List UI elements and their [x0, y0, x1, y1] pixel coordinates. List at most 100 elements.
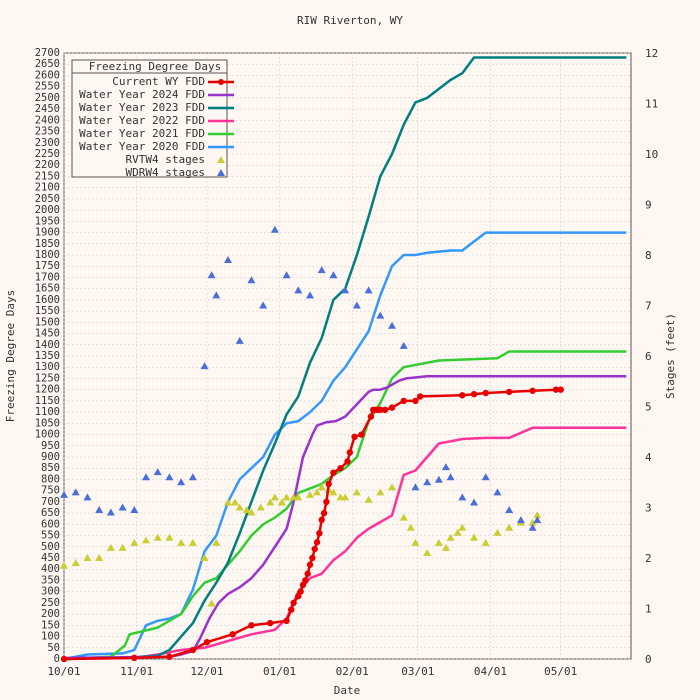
y-tick-label: 1300	[35, 361, 60, 373]
data-point	[95, 554, 104, 561]
chart-title: RIW Riverton, WY	[297, 14, 403, 27]
data-point	[71, 559, 80, 567]
data-point	[118, 503, 127, 511]
data-point	[283, 617, 290, 625]
data-point	[282, 271, 291, 279]
data-point	[406, 523, 415, 531]
data-point	[358, 431, 365, 438]
y-tick-label: 650	[41, 507, 60, 519]
y-tick-label: 2050	[35, 193, 60, 205]
data-point	[505, 523, 514, 531]
data-point	[351, 433, 358, 440]
x-tick-label: 05/01	[544, 665, 577, 678]
data-point	[337, 465, 344, 472]
data-point	[207, 271, 216, 279]
data-point	[533, 511, 542, 519]
data-point	[482, 389, 489, 397]
data-point	[376, 311, 385, 319]
data-point	[344, 458, 351, 465]
y2-tick-label: 3	[645, 502, 652, 515]
y-tick-label: 2200	[35, 159, 60, 171]
data-point	[325, 480, 332, 488]
data-point	[130, 538, 139, 546]
x-tick-label: 03/01	[401, 665, 434, 678]
data-point	[188, 538, 197, 546]
data-point	[400, 397, 407, 405]
data-point	[441, 543, 450, 551]
data-point	[188, 473, 197, 481]
data-point	[453, 528, 462, 536]
data-point	[441, 463, 450, 471]
y-tick-label: 700	[41, 496, 60, 508]
data-point	[83, 493, 92, 501]
data-point	[416, 393, 424, 400]
data-point	[235, 503, 244, 511]
data-point	[557, 386, 564, 393]
y-tick-label: 750	[41, 485, 60, 497]
data-point	[290, 599, 297, 607]
data-point	[399, 513, 408, 521]
y-tick-label: 1500	[35, 316, 60, 328]
data-point	[505, 388, 513, 396]
data-point	[247, 276, 256, 284]
data-point	[341, 286, 350, 294]
y-tick-label: 2100	[35, 182, 60, 194]
y-tick-label: 2700	[35, 47, 60, 59]
y-tick-label: 150	[41, 619, 60, 631]
series-line	[63, 231, 627, 661]
y-tick-label: 1850	[35, 238, 60, 250]
data-point	[306, 490, 315, 498]
data-point	[470, 498, 479, 506]
y-tick-label: 2350	[35, 126, 60, 138]
data-point	[388, 321, 397, 329]
data-point	[130, 506, 139, 514]
data-point	[270, 225, 279, 233]
data-point	[364, 495, 373, 503]
data-point	[481, 538, 490, 546]
data-point	[302, 577, 309, 584]
y-tick-label: 1000	[35, 429, 60, 441]
data-point	[459, 392, 466, 399]
y-tick-label: 0	[54, 653, 60, 665]
y-tick-label: 1550	[35, 305, 60, 317]
data-point	[95, 506, 104, 514]
legend-label: Water Year 2024 FDD	[79, 88, 205, 101]
data-point	[364, 286, 373, 294]
data-point	[242, 506, 251, 514]
data-point	[165, 473, 174, 481]
data-point	[318, 516, 325, 524]
data-point	[177, 478, 186, 486]
y-tick-label: 1700	[35, 271, 60, 283]
data-point	[458, 523, 467, 531]
data-point	[294, 286, 303, 294]
y-tick-label: 500	[41, 541, 60, 553]
y-tick-label: 2450	[35, 103, 60, 115]
y-tick-label: 950	[41, 440, 60, 452]
y2-tick-label: 2	[645, 552, 652, 565]
data-point	[248, 622, 255, 629]
data-point	[493, 488, 502, 496]
legend-box	[71, 59, 228, 178]
legend-label: RVTW4 stages	[126, 153, 205, 166]
y-tick-label: 2550	[35, 81, 60, 93]
data-point	[166, 653, 173, 660]
y-tick-label: 300	[41, 586, 60, 598]
y-tick-label: 550	[41, 530, 60, 542]
data-point	[131, 654, 138, 662]
data-point	[320, 509, 328, 517]
data-point	[446, 533, 455, 541]
data-point	[270, 493, 279, 501]
y2-tick-label: 4	[645, 451, 652, 464]
data-point	[377, 406, 384, 414]
data-point	[470, 533, 479, 541]
data-point	[224, 498, 233, 506]
data-point	[71, 488, 80, 496]
data-point	[212, 291, 221, 299]
data-point	[529, 387, 536, 394]
data-point	[142, 536, 151, 544]
y-tick-label: 1050	[35, 417, 60, 429]
data-point	[352, 301, 361, 309]
data-point	[367, 413, 375, 420]
y2-tick-label: 0	[645, 653, 652, 666]
